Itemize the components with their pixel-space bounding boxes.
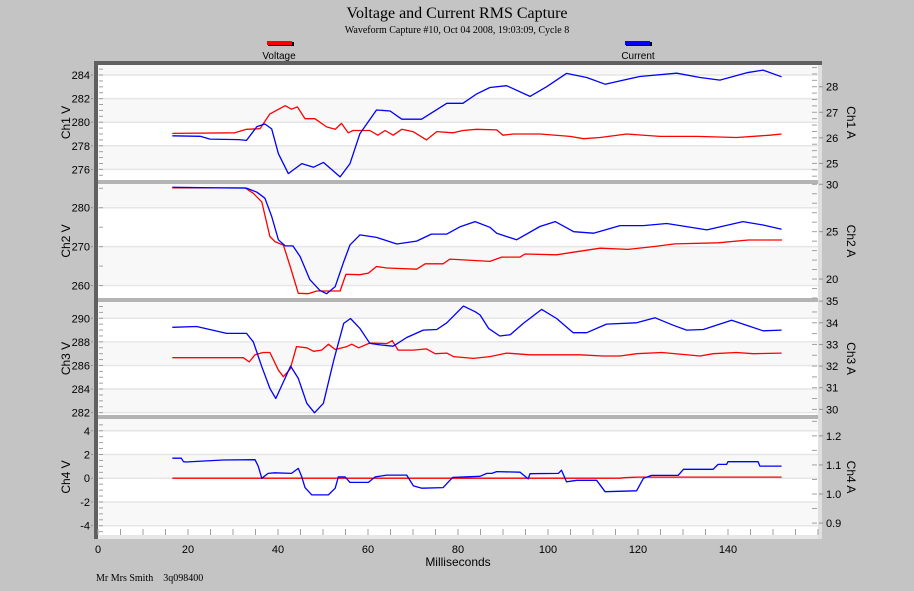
legend-swatch-current [625, 41, 650, 45]
x-tick-label: 60 [362, 544, 374, 556]
right-tick-label: 1.2 [826, 431, 841, 443]
chart-title: Voltage and Current RMS Capture [346, 5, 567, 22]
plot-frame-top [94, 61, 822, 65]
left-tick-label: -4 [80, 521, 90, 533]
right-tick-label: 30 [826, 179, 838, 191]
panel-band [98, 302, 818, 319]
panel-band [98, 501, 818, 526]
left-tick-label: 0 [84, 473, 90, 485]
panel-1: 284 282 280 278 276 28 27 26 25 Ch1 V Ch1 A [59, 65, 858, 184]
right-tick-label: 20 [826, 274, 838, 286]
panel-band [98, 145, 818, 170]
right-axis-label: Ch1 A [844, 106, 858, 139]
right-tick-label: 25 [826, 158, 838, 170]
x-tick-label: 80 [452, 544, 464, 556]
right-tick-label: 1.0 [826, 489, 841, 501]
right-tick-label: 28 [826, 82, 838, 94]
right-tick-label: 32 [826, 361, 838, 373]
panel-4: 4 2 0 -2 -4 1.2 1.1 1.0 0.9 Ch4 V Ch4 A [59, 419, 858, 535]
left-tick-label: 290 [72, 313, 90, 325]
right-axis-label: Ch4 A [844, 461, 858, 494]
x-tick-label: 100 [539, 544, 557, 556]
right-axis-label: Ch3 A [844, 342, 858, 375]
panel-band [98, 341, 818, 366]
panel-separator [98, 180, 818, 184]
footer-text: Mr Mrs Smith 3q098400 [96, 573, 203, 584]
x-tick-label: 0 [95, 544, 101, 556]
left-tick-label: 282 [72, 94, 90, 106]
left-tick-label: 260 [72, 281, 90, 293]
left-tick-label: 278 [72, 141, 90, 153]
right-tick-label: 34 [826, 318, 838, 330]
x-tick-label: 20 [182, 544, 194, 556]
left-tick-label: 276 [72, 164, 90, 176]
legend-item-voltage[interactable]: Voltage [262, 41, 296, 62]
left-tick-label: 286 [72, 360, 90, 372]
series-line-current [172, 305, 782, 414]
left-tick-label: -2 [80, 497, 90, 509]
left-tick-label: 284 [72, 384, 90, 396]
series-line-voltage [172, 105, 782, 141]
right-tick-label: 1.1 [826, 460, 841, 472]
right-tick-label: 25 [826, 227, 838, 239]
left-axis-label: Ch4 V [59, 460, 73, 493]
left-tick-label: 4 [84, 426, 90, 438]
series-line-voltage [172, 187, 782, 295]
panel-band [98, 98, 818, 123]
legend-label-voltage: Voltage [262, 51, 296, 62]
right-axis-label: Ch2 A [844, 225, 858, 258]
panel-band [98, 389, 818, 413]
panel-2: 280 270 260 30 25 20 Ch2 V Ch2 A [59, 179, 858, 302]
chart-subtitle: Waveform Capture #10, Oct 04 2008, 19:03… [345, 25, 569, 36]
series-line-current [172, 69, 782, 178]
right-tick-label: 26 [826, 133, 838, 145]
x-tick-label: 120 [629, 544, 647, 556]
panel-band [98, 419, 818, 431]
right-tick-label: 27 [826, 107, 838, 119]
x-tick-label: 40 [272, 544, 284, 556]
legend-item-current[interactable]: Current [621, 41, 655, 62]
left-axis-label: Ch3 V [59, 342, 73, 375]
panel-3: 290 288 286 284 282 35 34 33 32 31 30 Ch3 V Ch3 A [59, 296, 858, 420]
right-tick-label: 35 [826, 296, 838, 308]
plot-frame-left [94, 61, 98, 539]
right-tick-label: 31 [826, 383, 838, 395]
series-line-current [172, 457, 782, 496]
panel-band [98, 246, 818, 286]
x-axis-label: Milliseconds [425, 555, 490, 569]
panel-separator [98, 415, 818, 419]
left-tick-label: 2 [84, 450, 90, 462]
left-axis-label: Ch2 V [59, 224, 73, 257]
series-line-voltage [172, 476, 782, 479]
left-tick-label: 288 [72, 337, 90, 349]
right-tick-label: 30 [826, 404, 838, 416]
x-tick-label: 140 [719, 544, 737, 556]
left-tick-label: 270 [72, 242, 90, 254]
right-tick-label: 0.9 [826, 518, 841, 530]
series-line-voltage [172, 340, 782, 378]
panel-band [98, 184, 818, 208]
left-tick-label: 280 [72, 203, 90, 215]
right-tick-label: 33 [826, 339, 838, 351]
left-axis-label: Ch1 V [59, 106, 73, 139]
legend-label-current: Current [621, 51, 655, 62]
left-tick-label: 284 [72, 70, 90, 82]
panel-band [98, 65, 818, 76]
series-line-current [172, 186, 782, 295]
panel-separator [98, 298, 818, 302]
plot-frame-bottom [98, 535, 818, 539]
legend: Voltage Current [262, 41, 655, 62]
left-tick-label: 280 [72, 117, 90, 129]
left-tick-label: 282 [72, 408, 90, 420]
legend-swatch-voltage [267, 41, 292, 45]
panel-band [98, 454, 818, 479]
